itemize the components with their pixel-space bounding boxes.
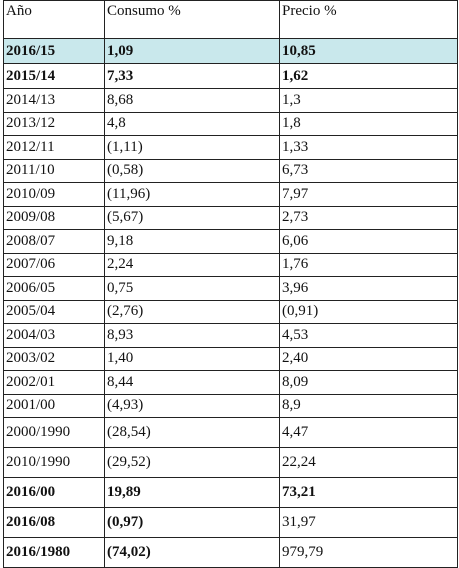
table-cell: (29,52): [104, 447, 280, 478]
table-cell: 73,21: [279, 477, 458, 508]
table-row: 2001/00 (4,93) 8,9: [3, 393, 458, 418]
table-row: 2008/07 9,18 6,06: [3, 229, 458, 254]
table-cell: 2003/02: [3, 346, 105, 371]
data-table: Año Consumo % Precio % 2016/15 1,09 10,85 2015…: [3, 0, 458, 568]
table-cell: 4,47: [279, 417, 458, 448]
table-cell: (0,97): [104, 507, 280, 538]
table-cell: 979,79: [279, 537, 458, 568]
table-cell: 2016/15: [3, 38, 105, 64]
table-row: 2010/1990 (29,52) 22,24: [3, 447, 458, 478]
table-row: 2000/1990 (28,54) 4,47: [3, 417, 458, 448]
table-cell: 2007/06: [3, 252, 105, 277]
table-row: 2016/15 1,09 10,85: [3, 38, 458, 64]
table-cell: (1,11): [104, 135, 280, 160]
table-cell: 1,8: [279, 111, 458, 136]
table-cell: 2004/03: [3, 323, 105, 348]
table-cell: 22,24: [279, 447, 458, 478]
table-cell: 1,09: [104, 38, 280, 64]
table-cell: 4,8: [104, 111, 280, 136]
table-cell: 2002/01: [3, 370, 105, 395]
table-row: 2014/13 8,68 1,3: [3, 88, 458, 113]
table-cell: 2005/04: [3, 299, 105, 324]
table-cell: 8,44: [104, 370, 280, 395]
table-row: 2011/10 (0,58) 6,73: [3, 158, 458, 183]
table-row: 2016/1980 (74,02) 979,79: [3, 537, 458, 568]
table-cell: 1,40: [104, 346, 280, 371]
table-cell: 1,62: [279, 63, 458, 89]
table-row: 2012/11 (1,11) 1,33: [3, 135, 458, 160]
table-cell: 2010/1990: [3, 447, 105, 478]
table-cell: 2006/05: [3, 276, 105, 301]
table-row: 2010/09 (11,96) 7,97: [3, 182, 458, 207]
table-cell: 2016/1980: [3, 537, 105, 568]
table-cell: 2012/11: [3, 135, 105, 160]
table-cell: 2014/13: [3, 88, 105, 113]
table-cell: 19,89: [104, 477, 280, 508]
table-cell: 2000/1990: [3, 417, 105, 448]
table-cell: 2011/10: [3, 158, 105, 183]
table-cell: 2016/08: [3, 507, 105, 538]
table-cell: 6,73: [279, 158, 458, 183]
table-cell: (74,02): [104, 537, 280, 568]
header-cell: Precio %: [279, 0, 458, 39]
table-cell: 4,53: [279, 323, 458, 348]
table-cell: 6,06: [279, 229, 458, 254]
table-cell: (28,54): [104, 417, 280, 448]
table-cell: 2,73: [279, 205, 458, 230]
table-row: 2009/08 (5,67) 2,73: [3, 205, 458, 230]
table-cell: (4,93): [104, 393, 280, 418]
table-cell: 1,76: [279, 252, 458, 277]
table-cell: 2016/00: [3, 477, 105, 508]
table-cell: 7,33: [104, 63, 280, 89]
table-cell: 9,18: [104, 229, 280, 254]
table-cell: (2,76): [104, 299, 280, 324]
header-cell: Año: [3, 0, 105, 39]
table-row: 2007/06 2,24 1,76: [3, 252, 458, 277]
table-cell: 2,24: [104, 252, 280, 277]
table-row: Año Consumo % Precio %: [3, 0, 458, 39]
table-row: 2005/04 (2,76) (0,91): [3, 299, 458, 324]
table-cell: 2001/00: [3, 393, 105, 418]
table-row: 2004/03 8,93 4,53: [3, 323, 458, 348]
table-row: 2006/05 0,75 3,96: [3, 276, 458, 301]
table-cell: 2013/12: [3, 111, 105, 136]
table-cell: 8,9: [279, 393, 458, 418]
table-cell: 2009/08: [3, 205, 105, 230]
table-body: Año Consumo % Precio % 2016/15 1,09 10,85 2015…: [3, 0, 458, 568]
table-cell: 7,97: [279, 182, 458, 207]
table-cell: 3,96: [279, 276, 458, 301]
table-row: 2002/01 8,44 8,09: [3, 370, 458, 395]
table-cell: 1,33: [279, 135, 458, 160]
table-cell: (0,58): [104, 158, 280, 183]
table-cell: 2,40: [279, 346, 458, 371]
table-cell: 0,75: [104, 276, 280, 301]
table-cell: 31,97: [279, 507, 458, 538]
table-cell: (0,91): [279, 299, 458, 324]
table-cell: 8,93: [104, 323, 280, 348]
table-cell: 8,09: [279, 370, 458, 395]
table-cell: 2015/14: [3, 63, 105, 89]
table-row: 2016/00 19,89 73,21: [3, 477, 458, 508]
header-cell: Consumo %: [104, 0, 280, 39]
table-row: 2015/14 7,33 1,62: [3, 63, 458, 89]
table-row: 2013/12 4,8 1,8: [3, 111, 458, 136]
table-cell: 8,68: [104, 88, 280, 113]
table-cell: 2008/07: [3, 229, 105, 254]
table-cell: (5,67): [104, 205, 280, 230]
table-cell: 1,3: [279, 88, 458, 113]
table-cell: 10,85: [279, 38, 458, 64]
table-cell: (11,96): [104, 182, 280, 207]
table-row: 2003/02 1,40 2,40: [3, 346, 458, 371]
table-cell: 2010/09: [3, 182, 105, 207]
table-row: 2016/08 (0,97) 31,97: [3, 507, 458, 538]
